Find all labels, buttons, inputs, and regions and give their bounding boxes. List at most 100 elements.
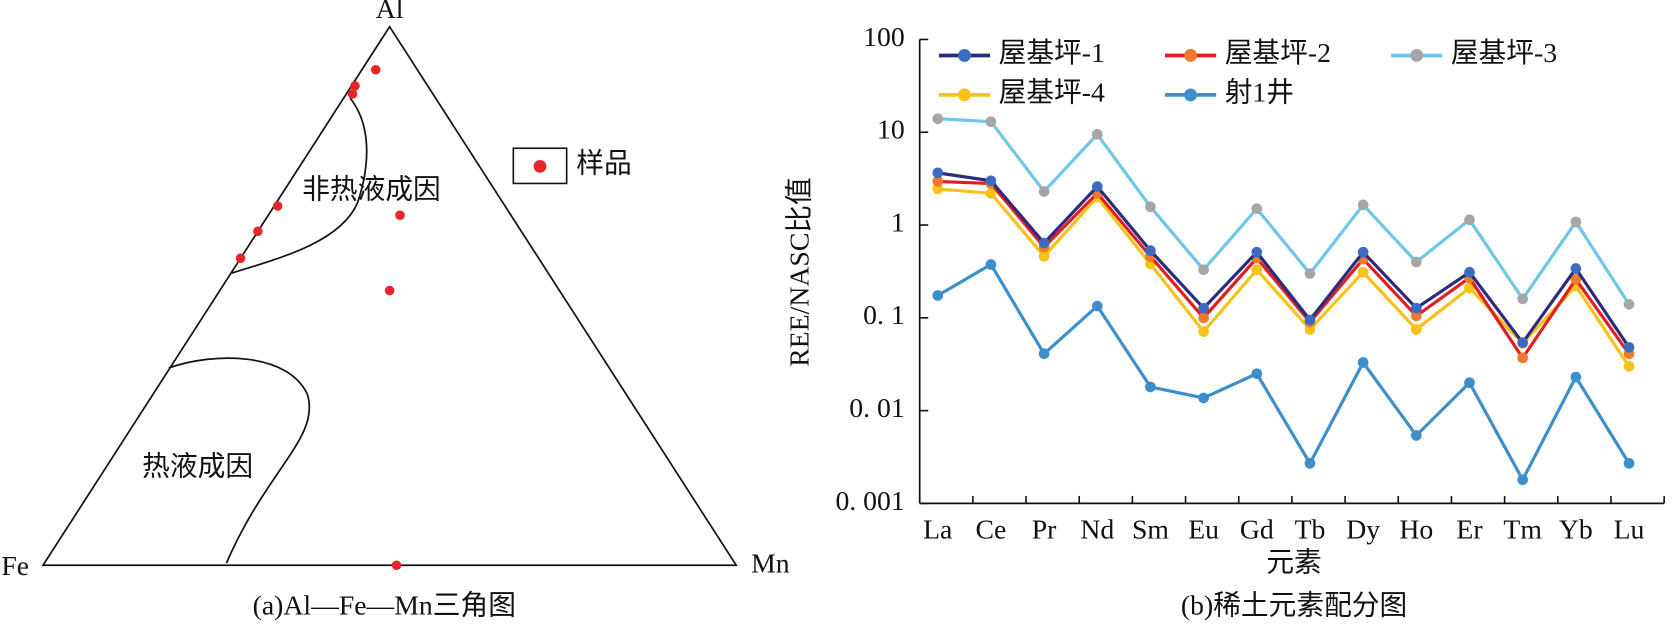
data-point: [1198, 302, 1209, 314]
data-point: [1304, 324, 1316, 335]
caption: (b)稀土元素配分图: [1181, 589, 1407, 620]
data-point: [1517, 337, 1529, 348]
legend-label: 屋基坪-3: [1451, 37, 1557, 68]
data-point: [1623, 342, 1635, 353]
data-point: [1517, 352, 1529, 364]
data-point: [395, 210, 405, 220]
data-point: [1464, 266, 1475, 278]
x-tick-label: Ho: [1399, 514, 1433, 545]
y-tick-label: 0. 01: [849, 392, 904, 423]
y-tick-label: 10: [877, 114, 905, 145]
data-point: [1038, 237, 1050, 249]
data-point: [1570, 263, 1582, 274]
legend-marker: [533, 159, 547, 173]
series-line: [937, 171, 1631, 349]
data-point: [1198, 264, 1209, 276]
y-tick-label: 100: [863, 21, 905, 52]
series-line: [936, 262, 1631, 484]
data-point: [1038, 251, 1050, 262]
data-point: [253, 226, 263, 237]
data-point: [1517, 293, 1529, 305]
caption: (a)Al—Fe—Mn三角图: [253, 589, 516, 620]
x-tick-label: Dy: [1346, 514, 1380, 545]
vertex-label: Fe: [1, 550, 29, 581]
data-point: [985, 187, 997, 199]
field-boundary: [231, 97, 368, 274]
x-tick-label: Gd: [1240, 514, 1274, 545]
x-tick-label: Yb: [1559, 514, 1593, 545]
x-tick-label: Ce: [976, 514, 1007, 545]
x-tick-label: Lu: [1614, 514, 1645, 545]
data-point: [1304, 268, 1316, 279]
data-point: [932, 113, 944, 125]
data-point: [985, 116, 997, 128]
data-point: [985, 175, 997, 187]
data-point: [985, 259, 997, 270]
data-point: [1251, 203, 1263, 215]
y-tick-label: 0. 001: [835, 485, 904, 516]
data-point: [347, 89, 358, 99]
legend-marker: [1410, 49, 1424, 62]
data-point: [1464, 214, 1475, 226]
field-boundary: [168, 357, 311, 564]
x-tick-label: Eu: [1188, 514, 1219, 545]
series-line: [937, 179, 1631, 361]
legend-marker: [1184, 49, 1197, 62]
data-point: [1038, 348, 1050, 360]
data-point: [1198, 312, 1209, 324]
x-axis-title: 元素: [1266, 547, 1321, 578]
data-point: [1145, 245, 1156, 256]
data-point: [1464, 377, 1475, 389]
data-point: [1410, 430, 1422, 441]
data-point: [1357, 199, 1369, 211]
data-point: [1410, 324, 1422, 335]
data-point: [1623, 298, 1635, 310]
data-point: [350, 81, 360, 91]
legend-label: 射1井: [1225, 76, 1294, 107]
data-point: [1304, 314, 1316, 326]
data-point: [1251, 264, 1263, 276]
data-point: [1091, 128, 1103, 140]
data-point: [1251, 246, 1263, 258]
x-tick-label: Nd: [1080, 514, 1114, 545]
data-point: [1410, 256, 1422, 268]
data-point: [1570, 273, 1582, 285]
data-point: [384, 285, 395, 296]
legend-label: 样品: [576, 148, 631, 179]
x-tick-label: Tb: [1295, 514, 1326, 545]
data-point: [1145, 381, 1156, 393]
x-tick-label: Tm: [1503, 514, 1542, 545]
y-axis-title: REE/NASC比值: [784, 177, 815, 366]
data-point: [1623, 458, 1635, 469]
data-point: [1091, 300, 1103, 312]
data-point: [1357, 357, 1369, 368]
legend-marker: [958, 49, 971, 62]
data-point: [1091, 181, 1103, 192]
region-label: 非热液成因: [302, 173, 441, 204]
data-point: [932, 290, 944, 301]
data-point: [235, 253, 246, 264]
vertex-label: Mn: [751, 548, 790, 579]
data-point: [272, 201, 283, 211]
data-point: [370, 64, 381, 75]
y-tick-label: 1: [891, 206, 905, 237]
data-point: [1623, 361, 1635, 372]
data-point: [1517, 474, 1529, 486]
region-label: 热液成因: [142, 451, 253, 482]
legend-box: [512, 147, 568, 185]
data-point: [1198, 392, 1209, 404]
series-line: [937, 117, 1631, 306]
legend-label: 屋基坪-4: [999, 76, 1105, 107]
legend-label: 屋基坪-2: [1225, 37, 1331, 68]
x-tick-label: Pr: [1032, 514, 1057, 545]
ternary-frame: [41, 25, 738, 567]
data-point: [1357, 246, 1369, 258]
data-point: [1464, 282, 1475, 294]
data-point: [1570, 371, 1582, 383]
data-point: [1357, 266, 1369, 278]
data-point: [1038, 186, 1050, 197]
data-point: [1304, 458, 1316, 469]
data-point: [1198, 326, 1209, 337]
legend-marker: [1184, 88, 1197, 102]
